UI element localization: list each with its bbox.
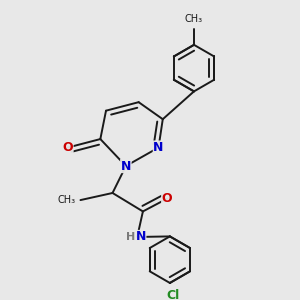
Text: Cl: Cl xyxy=(166,289,179,300)
Text: N: N xyxy=(121,160,131,172)
Text: CH₃: CH₃ xyxy=(57,195,75,205)
Text: H: H xyxy=(126,232,136,242)
Text: N: N xyxy=(135,230,146,244)
Text: O: O xyxy=(62,141,73,154)
Text: O: O xyxy=(162,192,172,205)
Text: CH₃: CH₃ xyxy=(185,14,203,24)
Text: N: N xyxy=(153,141,164,154)
